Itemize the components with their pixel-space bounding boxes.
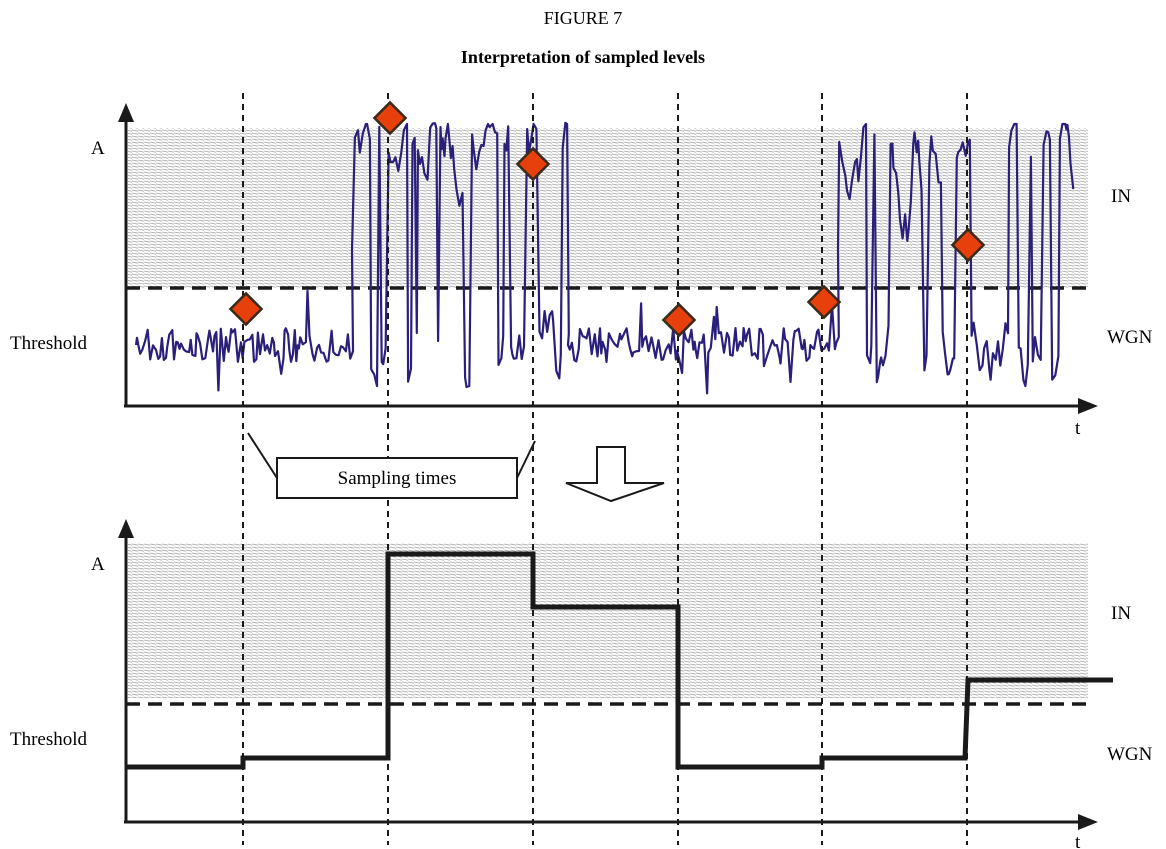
bottom-y-axis-arrow-icon bbox=[118, 519, 134, 538]
top-y-label: A bbox=[91, 138, 105, 159]
bottom-panel: A Threshold t IN WGN bbox=[10, 519, 1153, 849]
bottom-region-in-label: IN bbox=[1111, 603, 1131, 624]
interpreted-step-waveform bbox=[126, 551, 1113, 770]
sample-marker-1 bbox=[228, 291, 264, 327]
top-region-noise-label: WGN bbox=[1107, 327, 1153, 348]
figure-number: FIGURE 7 bbox=[544, 8, 623, 28]
top-x-axis-arrow-icon bbox=[1078, 398, 1098, 414]
top-panel: A Threshold t IN WGN bbox=[10, 103, 1153, 439]
callout-label: Sampling times bbox=[338, 468, 457, 489]
figure-title: Interpretation of sampled levels bbox=[461, 47, 705, 67]
sample-marker-3 bbox=[515, 146, 551, 182]
sample-markers bbox=[228, 100, 986, 338]
sampling-times-callout: Sampling times bbox=[247, 432, 536, 499]
bottom-region-noise-label: WGN bbox=[1107, 744, 1153, 765]
top-x-label: t bbox=[1075, 418, 1081, 439]
bottom-x-label: t bbox=[1075, 832, 1081, 849]
top-in-region bbox=[128, 128, 1088, 288]
callout-box bbox=[276, 457, 518, 499]
sample-marker-5 bbox=[806, 284, 842, 320]
bottom-in-region bbox=[128, 543, 1088, 698]
top-y-axis-arrow-icon bbox=[118, 103, 134, 122]
bottom-y-label: A bbox=[91, 554, 105, 575]
callout-pointer-right bbox=[516, 440, 536, 479]
noise-signal-trace bbox=[134, 121, 1075, 395]
sample-marker-4 bbox=[661, 302, 697, 338]
sample-marker-2 bbox=[372, 100, 408, 136]
bottom-threshold-label: Threshold bbox=[10, 729, 88, 750]
down-arrow-icon bbox=[565, 446, 665, 503]
top-threshold-label: Threshold bbox=[10, 333, 88, 354]
bottom-x-axis-arrow-icon bbox=[1078, 814, 1098, 830]
top-region-in-label: IN bbox=[1111, 186, 1131, 207]
callout-pointer-left bbox=[247, 432, 278, 479]
sample-marker-6 bbox=[950, 227, 986, 263]
